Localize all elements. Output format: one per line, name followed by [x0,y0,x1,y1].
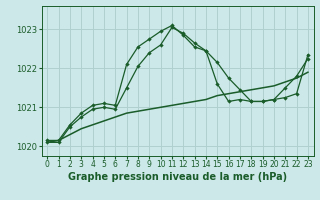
X-axis label: Graphe pression niveau de la mer (hPa): Graphe pression niveau de la mer (hPa) [68,172,287,182]
